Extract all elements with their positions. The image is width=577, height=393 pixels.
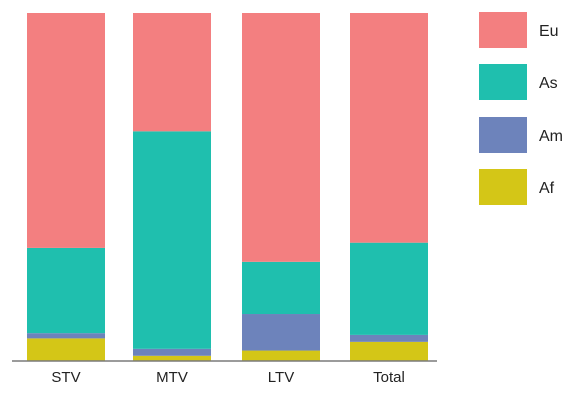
bars-layer [27, 13, 428, 361]
legend-swatch-eu [479, 12, 527, 48]
legend-label-af: Af [539, 180, 555, 197]
legend-swatch-as [479, 64, 527, 100]
legend-swatch-af [479, 169, 527, 205]
bar-segment-stv-eu [27, 13, 105, 248]
x-tick-labels: STV MTV LTV Total [51, 369, 404, 386]
x-tick-label-mtv: MTV [156, 369, 188, 386]
bar-segment-ltv-eu [242, 13, 320, 262]
legend: Eu As Am Af [479, 12, 563, 205]
bar-segment-mtv-am [133, 348, 211, 356]
x-tick-label-stv: STV [51, 369, 80, 386]
bar-segment-ltv-af [242, 350, 320, 361]
x-tick-label-total: Total [373, 369, 405, 386]
bar-segment-mtv-as [133, 131, 211, 349]
bar-segment-total-am [350, 334, 428, 342]
legend-label-eu: Eu [539, 23, 559, 40]
bar-segment-ltv-am [242, 314, 320, 351]
legend-label-as: As [539, 75, 558, 92]
bar-segment-stv-as [27, 247, 105, 334]
bar-segment-mtv-eu [133, 13, 211, 132]
bar-segment-total-as [350, 242, 428, 335]
bar-segment-ltv-as [242, 261, 320, 315]
legend-label-am: Am [539, 128, 563, 145]
x-tick-label-ltv: LTV [268, 369, 294, 386]
bar-segment-mtv-af [133, 355, 211, 361]
bar-segment-total-af [350, 341, 428, 361]
bar-segment-total-eu [350, 13, 428, 243]
bar-segment-stv-am [27, 333, 105, 339]
legend-swatch-am [479, 117, 527, 153]
bar-segment-stv-af [27, 338, 105, 361]
